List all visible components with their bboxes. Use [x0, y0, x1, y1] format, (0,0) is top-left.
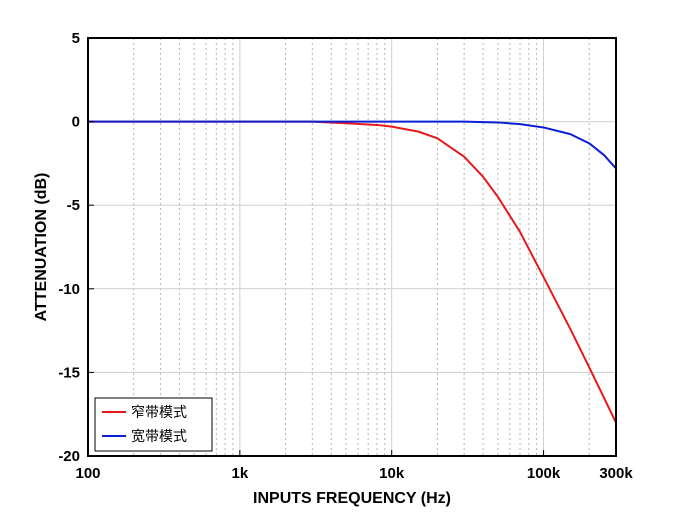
series-layer: [88, 120, 617, 423]
x-tick-label: 10k: [379, 465, 405, 482]
y-tick-label: -20: [58, 448, 80, 465]
y-tick-label: 5: [72, 30, 80, 47]
x-axis-label: INPUTS FREQUENCY (Hz): [253, 490, 451, 507]
x-tick-label: 1k: [232, 465, 249, 482]
x-tick-label: 300k: [599, 465, 633, 482]
y-tick-label: -15: [58, 364, 80, 381]
series-line-wideband: [88, 120, 617, 170]
legend-box: [94, 397, 213, 452]
x-tick-label: 100k: [527, 465, 561, 482]
plot-frame: [87, 37, 617, 457]
x-tick-label: 100: [75, 465, 100, 482]
legend-label-narrowband: 窄带模式: [131, 404, 187, 421]
y-axis-label: ATTENUATION (dB): [33, 173, 50, 322]
legend-label-wideband: 宽带模式: [131, 428, 187, 445]
y-tick-label: 0: [72, 114, 80, 131]
y-tick-label: -10: [58, 281, 80, 298]
y-tick-label: -5: [67, 197, 80, 214]
legend: 窄带模式 宽带模式: [94, 397, 213, 452]
ticks: 100 1k 10k 100k 300k 5 0 -5 -10 -15 -20: [58, 30, 633, 482]
